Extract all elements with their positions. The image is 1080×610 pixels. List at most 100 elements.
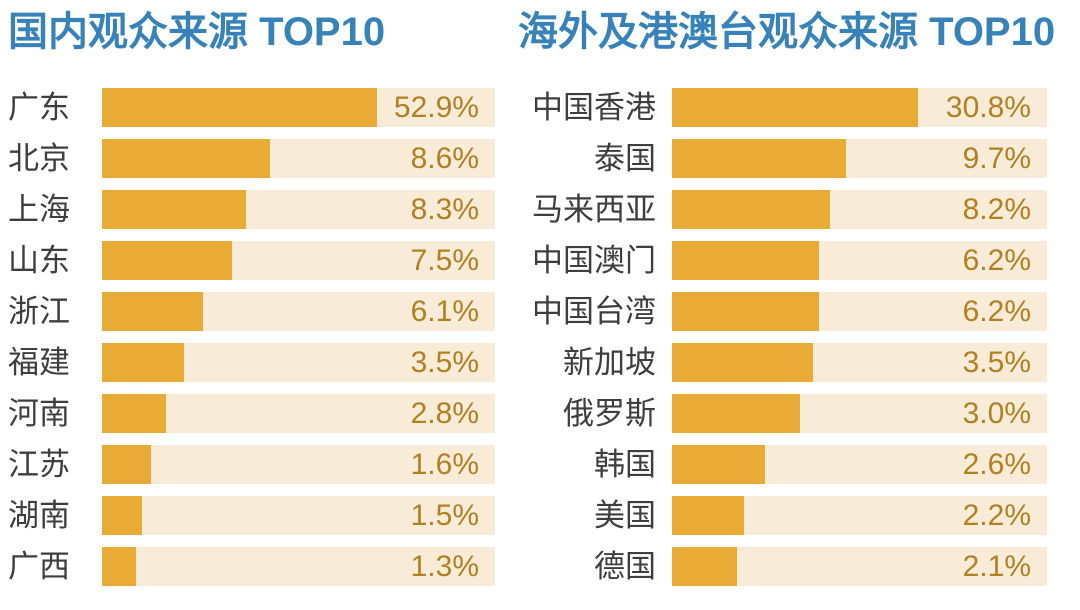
bar-row: 江苏 1.6% <box>8 445 495 484</box>
bar-track: 6.2% <box>672 292 1047 331</box>
row-label: 福建 <box>8 345 70 380</box>
row-value: 2.2% <box>962 499 1031 532</box>
row-value: 3.0% <box>962 397 1031 430</box>
bar-fill <box>102 292 203 331</box>
bar-fill <box>672 139 846 178</box>
bar-rows-overseas: 中国香港 30.8% 泰国 9.7% 马来西亚 8.2% 中国澳门 6.2% 中国台湾 6.2% 新… <box>518 88 1047 586</box>
bar-fill <box>102 547 137 586</box>
bar-row: 湖南 1.5% <box>8 496 495 535</box>
bar-row: 浙江 6.1% <box>8 292 495 331</box>
bar-track: 7.5% <box>102 241 495 280</box>
row-label: 北京 <box>8 141 70 176</box>
bar-track: 2.1% <box>672 547 1047 586</box>
bar-track: 1.3% <box>102 547 495 586</box>
row-label: 江苏 <box>8 447 70 482</box>
bar-track: 52.9% <box>102 88 495 127</box>
bar-track: 8.6% <box>102 139 495 178</box>
row-label: 中国香港 <box>532 90 656 125</box>
row-label: 上海 <box>8 192 70 227</box>
bar-track: 3.5% <box>672 343 1047 382</box>
row-value: 1.3% <box>410 550 479 583</box>
bar-fill <box>102 496 143 535</box>
row-value: 6.2% <box>962 244 1031 277</box>
row-value: 3.5% <box>962 346 1031 379</box>
bar-rows-domestic: 广东 52.9% 北京 8.6% 上海 8.3% 山东 7.5% 浙江 6.1% 福建 3.5% 河南 2… <box>8 88 495 586</box>
bar-row: 泰国 9.7% <box>518 139 1047 178</box>
bar-fill <box>102 139 270 178</box>
bar-row: 德国 2.1% <box>518 547 1047 586</box>
bar-row: 马来西亚 8.2% <box>518 190 1047 229</box>
bar-row: 新加坡 3.5% <box>518 343 1047 382</box>
bar-fill <box>102 394 167 433</box>
bar-track: 2.6% <box>672 445 1047 484</box>
row-value: 3.5% <box>410 346 479 379</box>
row-label: 湖南 <box>8 498 70 533</box>
bar-row: 山东 7.5% <box>8 241 495 280</box>
bar-fill <box>672 496 744 535</box>
bar-row: 福建 3.5% <box>8 343 495 382</box>
bar-fill <box>672 88 918 127</box>
bar-fill <box>672 292 819 331</box>
chart-title-domestic: 国内观众来源 TOP10 <box>8 10 386 54</box>
chart-domestic-audience: 国内观众来源 TOP10 广东 52.9% 北京 8.6% 上海 8.3% 山东 7.5% 浙江… <box>8 0 495 610</box>
bar-row: 韩国 2.6% <box>518 445 1047 484</box>
bar-track: 9.7% <box>672 139 1047 178</box>
bar-track: 1.6% <box>102 445 495 484</box>
bar-track: 1.5% <box>102 496 495 535</box>
row-value: 8.3% <box>410 193 479 226</box>
row-label: 广西 <box>8 549 70 584</box>
bar-row: 中国台湾 6.2% <box>518 292 1047 331</box>
bar-fill <box>672 343 813 382</box>
row-value: 8.6% <box>410 142 479 175</box>
bar-fill <box>672 445 765 484</box>
bar-track: 2.2% <box>672 496 1047 535</box>
row-value: 7.5% <box>410 244 479 277</box>
row-label: 中国澳门 <box>532 243 656 278</box>
row-value: 1.5% <box>410 499 479 532</box>
bar-fill <box>672 190 830 229</box>
bar-fill <box>102 445 152 484</box>
row-value: 2.1% <box>962 550 1031 583</box>
bar-track: 8.2% <box>672 190 1047 229</box>
bar-fill <box>102 241 233 280</box>
bar-fill <box>672 241 819 280</box>
bar-track: 30.8% <box>672 88 1047 127</box>
chart-overseas-audience: 海外及港澳台观众来源 TOP10 中国香港 30.8% 泰国 9.7% 马来西亚 8.2%… <box>518 0 1055 610</box>
bar-row: 广东 52.9% <box>8 88 495 127</box>
row-value: 30.8% <box>945 91 1031 124</box>
row-value: 9.7% <box>962 142 1031 175</box>
row-label: 马来西亚 <box>532 192 656 227</box>
row-label: 广东 <box>8 90 70 125</box>
bar-track: 8.3% <box>102 190 495 229</box>
row-label: 泰国 <box>594 141 656 176</box>
row-label: 美国 <box>594 498 656 533</box>
bar-row: 北京 8.6% <box>8 139 495 178</box>
bar-fill <box>102 190 246 229</box>
row-value: 6.2% <box>962 295 1031 328</box>
row-label: 中国台湾 <box>532 294 656 329</box>
bar-row: 河南 2.8% <box>8 394 495 433</box>
row-label: 德国 <box>594 549 656 584</box>
row-value: 2.6% <box>962 448 1031 481</box>
row-value: 1.6% <box>410 448 479 481</box>
bar-row: 中国澳门 6.2% <box>518 241 1047 280</box>
row-value: 6.1% <box>410 295 479 328</box>
row-label: 山东 <box>8 243 70 278</box>
bar-track: 6.2% <box>672 241 1047 280</box>
row-label: 浙江 <box>8 294 70 329</box>
bar-row: 广西 1.3% <box>8 547 495 586</box>
bar-row: 中国香港 30.8% <box>518 88 1047 127</box>
bar-track: 6.1% <box>102 292 495 331</box>
row-value: 52.9% <box>393 91 479 124</box>
bar-row: 俄罗斯 3.0% <box>518 394 1047 433</box>
row-label: 俄罗斯 <box>563 396 656 431</box>
row-value: 8.2% <box>962 193 1031 226</box>
row-label: 新加坡 <box>563 345 656 380</box>
bar-fill <box>102 88 378 127</box>
row-value: 2.8% <box>410 397 479 430</box>
bar-fill <box>672 394 800 433</box>
bar-track: 3.5% <box>102 343 495 382</box>
bar-fill <box>102 343 185 382</box>
chart-title-overseas: 海外及港澳台观众来源 TOP10 <box>518 10 1056 54</box>
